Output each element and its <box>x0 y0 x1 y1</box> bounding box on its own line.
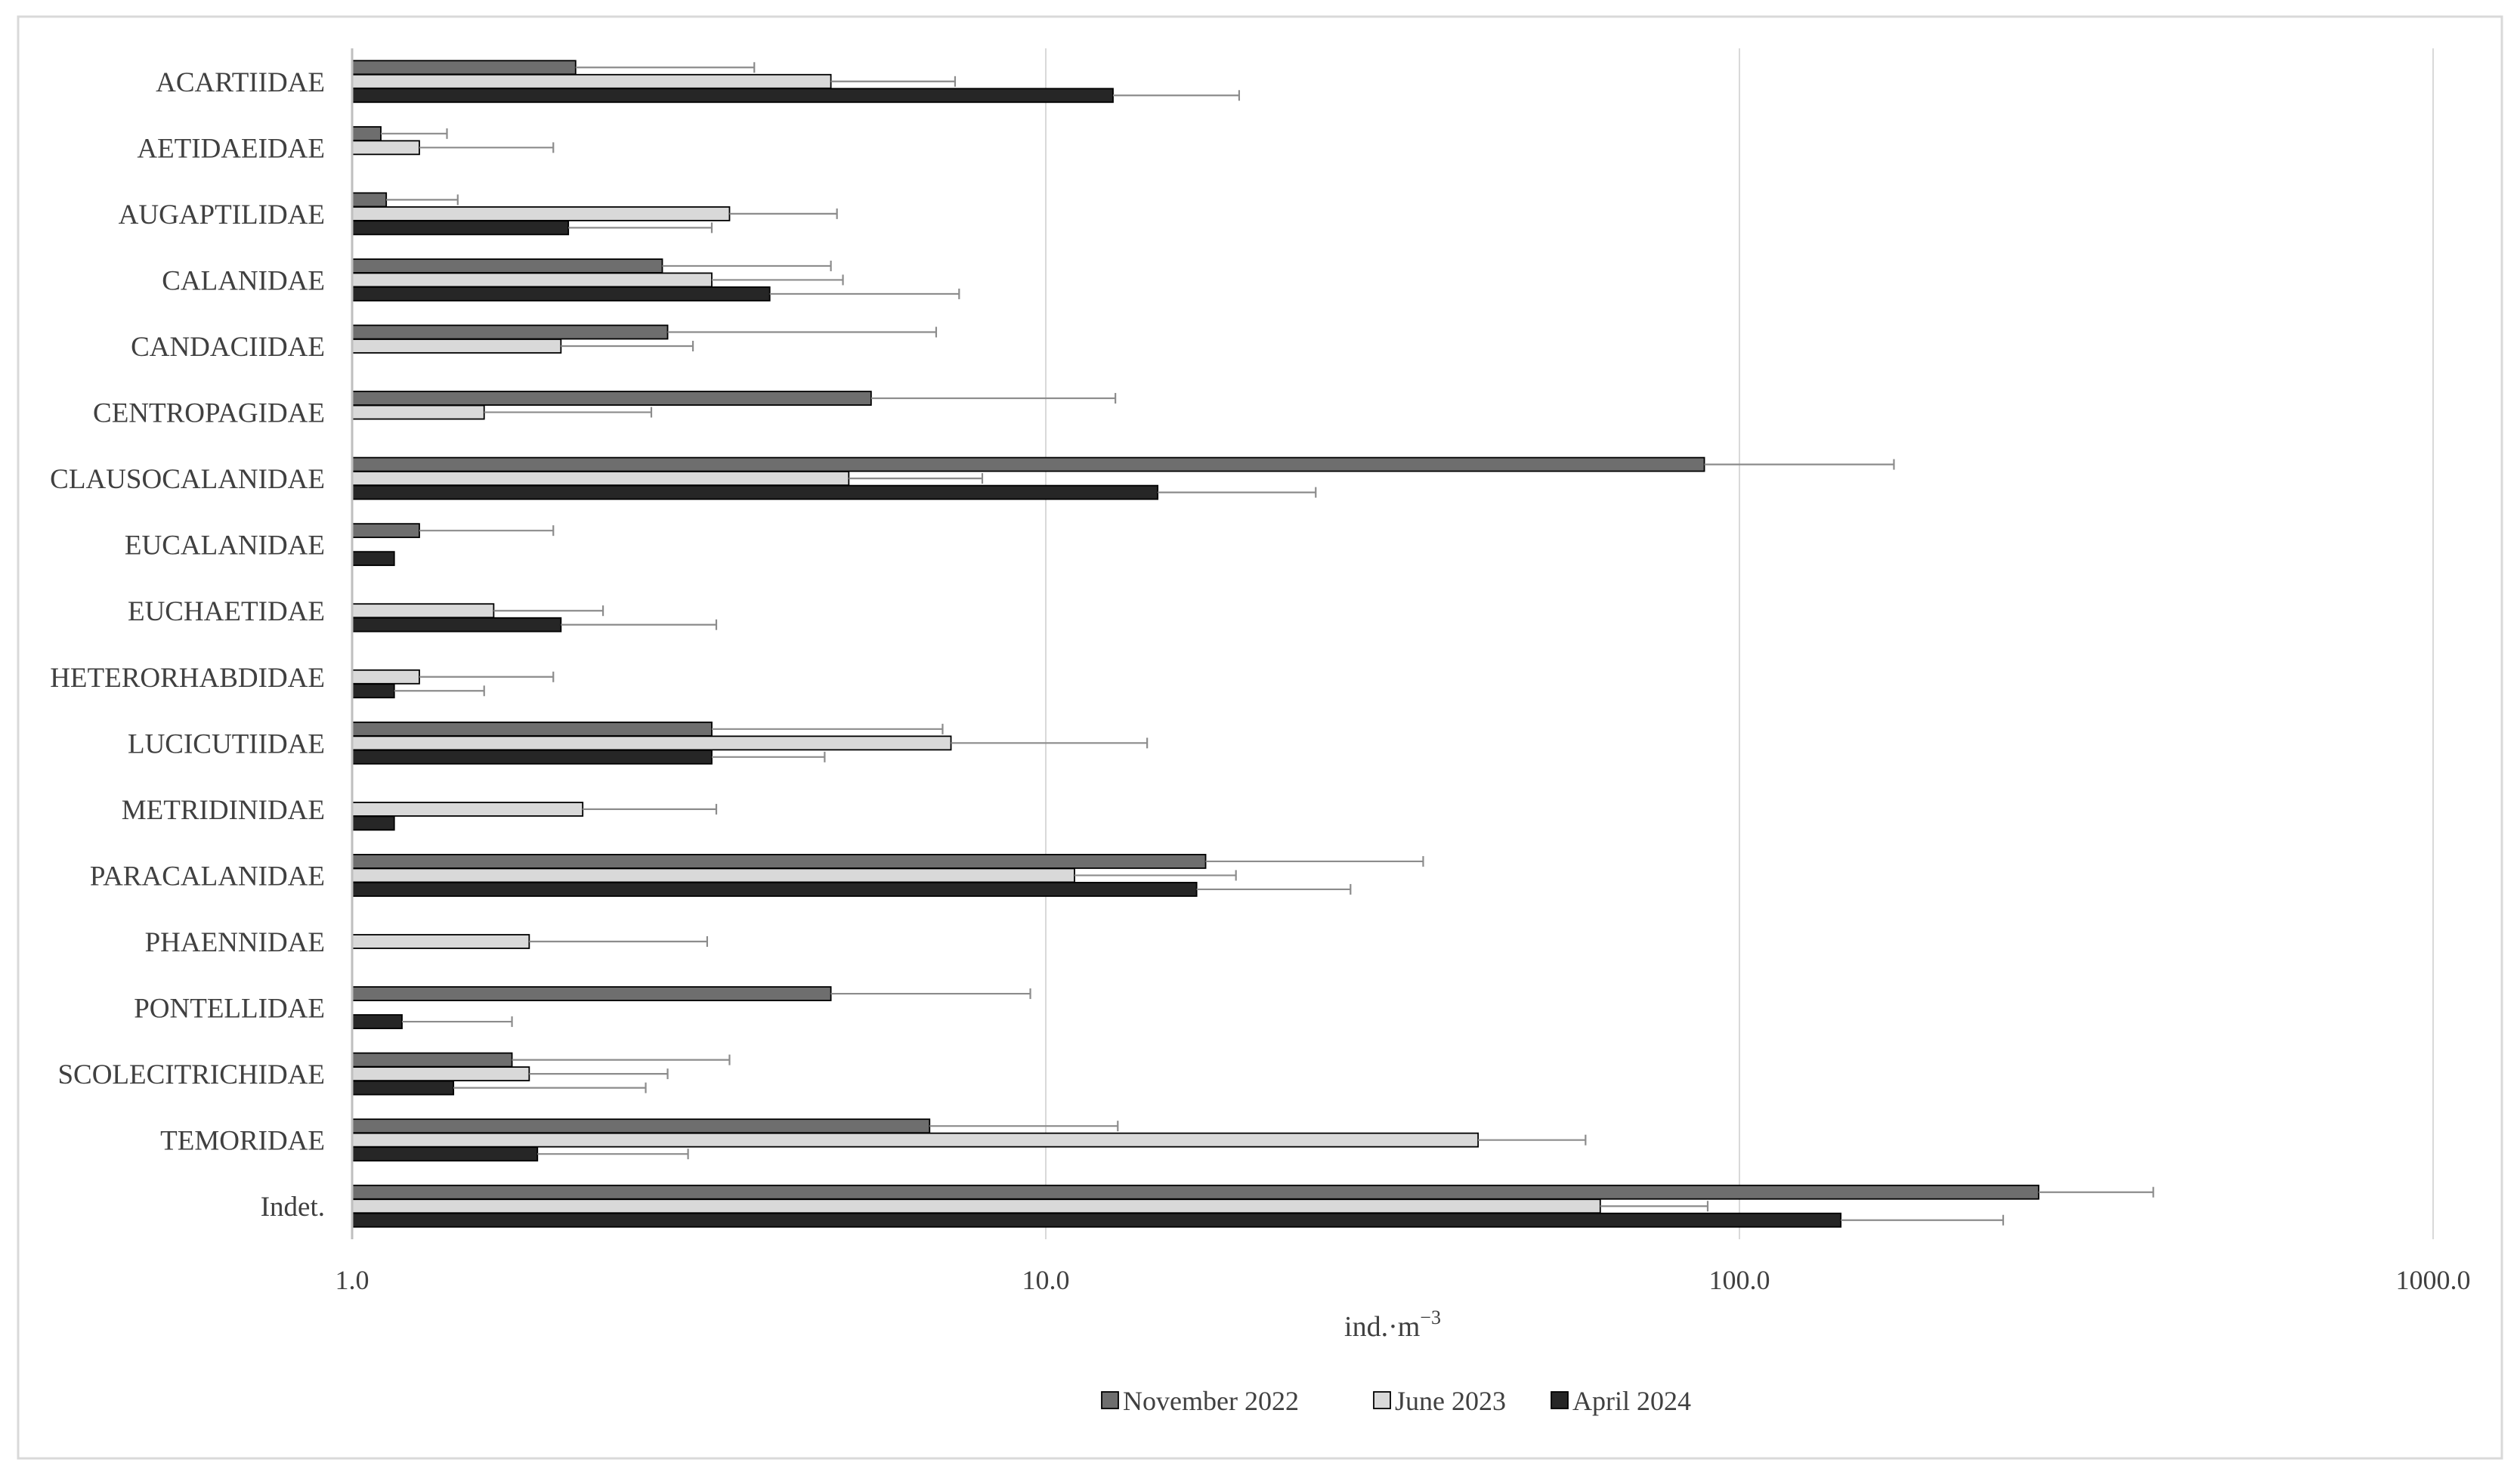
category-label-heterorhabdidae: HETERORHABDIDAE <box>50 663 325 694</box>
bar-phaennidae-june-2023 <box>351 934 530 949</box>
bar-acartiidae-april-2024 <box>351 88 1114 104</box>
bar-metridinidae-june-2023 <box>351 801 584 817</box>
bar-candaciidae-june-2023 <box>351 339 562 354</box>
category-label-acartiidae: ACARTIIDAE <box>156 67 325 98</box>
category-label-centropagidae: CENTROPAGIDAE <box>93 398 325 429</box>
legend-swatch-november-2022 <box>1101 1391 1119 1409</box>
bar-calanidae-april-2024 <box>351 286 771 301</box>
bar-pontellidae-november-2022 <box>351 986 832 1001</box>
bar-clausocalanidae-june-2023 <box>351 471 850 487</box>
bar-paracalanidae-june-2023 <box>351 867 1075 883</box>
bar-paracalanidae-november-2022 <box>351 854 1207 869</box>
category-label-clausocalanidae: CLAUSOCALANIDAE <box>50 464 325 495</box>
bar-scolecitrichidae-april-2024 <box>351 1080 455 1096</box>
gridlines <box>1045 48 2434 1239</box>
bar-augaptilidae-april-2024 <box>351 220 570 236</box>
error-bars <box>380 62 2154 1226</box>
bar-metridinidae-april-2024 <box>351 815 395 831</box>
legend-swatch-june-2023 <box>1373 1391 1391 1409</box>
bar-paracalanidae-april-2024 <box>351 882 1198 897</box>
category-label-scolecitrichidae: SCOLECITRICHIDAE <box>57 1059 325 1090</box>
category-label-indet: Indet. <box>261 1192 325 1223</box>
x-tick-label-2: 100.0 <box>1709 1265 1770 1295</box>
category-label-calanidae: CALANIDAE <box>162 265 325 296</box>
bar-scolecitrichidae-june-2023 <box>351 1066 530 1082</box>
bar-centropagidae-november-2022 <box>351 391 872 406</box>
legend-label-june-2023: June 2023 <box>1395 1386 1506 1416</box>
bar-euchaetidae-june-2023 <box>351 603 495 619</box>
bar-lucicutiidae-june-2023 <box>351 735 952 751</box>
bar-temoridae-june-2023 <box>351 1132 1480 1148</box>
category-label-aetidaeidae: AETIDAEIDAE <box>137 133 325 164</box>
bar-calanidae-november-2022 <box>351 258 663 274</box>
bar-lucicutiidae-november-2022 <box>351 721 713 737</box>
bar-temoridae-november-2022 <box>351 1118 931 1134</box>
category-label-paracalanidae: PARACALANIDAE <box>90 861 325 892</box>
bar-clausocalanidae-april-2024 <box>351 484 1159 500</box>
bar-aetidaeidae-june-2023 <box>351 140 420 156</box>
bar-centropagidae-june-2023 <box>351 404 485 420</box>
category-label-pontellidae: PONTELLIDAE <box>134 994 325 1025</box>
bar-temoridae-april-2024 <box>351 1146 539 1162</box>
category-labels: ACARTIIDAE AETIDAEIDAE AUGAPTILIDAE CALANID… <box>50 67 325 1223</box>
bar-heterorhabdidae-april-2024 <box>351 683 395 699</box>
legend: November 2022 June 2023 April 2024 <box>1101 1386 1691 1416</box>
bar-indet-april-2024 <box>351 1212 1842 1228</box>
bar-calanidae-june-2023 <box>351 272 713 288</box>
category-label-phaennidae: PHAENNIDAE <box>145 927 325 958</box>
category-label-candaciidae: CANDACIIDAE <box>131 332 325 363</box>
category-label-augaptilidae: AUGAPTILIDAE <box>119 199 325 230</box>
legend-label-april-2024: April 2024 <box>1572 1386 1691 1416</box>
bar-heterorhabdidae-june-2023 <box>351 669 420 685</box>
bar-pontellidae-april-2024 <box>351 1014 403 1029</box>
bar-candaciidae-november-2022 <box>351 324 669 340</box>
x-tick-labels: 1.0 10.0 100.0 1000.0 <box>335 1265 2471 1295</box>
bar-eucalanidae-november-2022 <box>351 523 420 539</box>
bar-eucalanidae-april-2024 <box>351 551 395 567</box>
x-tick-label-0: 1.0 <box>335 1265 369 1295</box>
bar-indet-november-2022 <box>351 1184 2039 1200</box>
legend-swatch-april-2024 <box>1551 1391 1569 1409</box>
x-tick-label-3: 1000.0 <box>2396 1265 2471 1295</box>
category-label-lucicutiidae: LUCICUTIIDAE <box>128 728 325 759</box>
bar-scolecitrichidae-november-2022 <box>351 1052 513 1068</box>
x-axis-title-sup: −3 <box>1420 1306 1441 1328</box>
x-axis-title: ind.·m−3 <box>1344 1306 1441 1343</box>
bar-acartiidae-june-2023 <box>351 73 832 89</box>
bar-lucicutiidae-april-2024 <box>351 749 713 765</box>
bar-indet-june-2023 <box>351 1198 1601 1214</box>
category-label-eucalanidae: EUCALANIDAE <box>125 530 325 561</box>
bar-augaptilidae-june-2023 <box>351 206 731 221</box>
category-label-metridinidae: METRIDINIDAE <box>122 795 325 826</box>
bar-aetidaeidae-november-2022 <box>351 125 382 141</box>
x-tick-label-1: 10.0 <box>1022 1265 1070 1295</box>
bars <box>351 60 2039 1228</box>
category-label-euchaetidae: EUCHAETIDAE <box>128 596 325 627</box>
legend-label-november-2022: November 2022 <box>1123 1386 1299 1416</box>
bar-augaptilidae-november-2022 <box>351 192 388 208</box>
bar-clausocalanidae-november-2022 <box>351 456 1705 472</box>
category-label-temoridae: TEMORIDAE <box>160 1126 325 1157</box>
bar-euchaetidae-april-2024 <box>351 617 562 632</box>
bar-acartiidae-november-2022 <box>351 60 577 76</box>
